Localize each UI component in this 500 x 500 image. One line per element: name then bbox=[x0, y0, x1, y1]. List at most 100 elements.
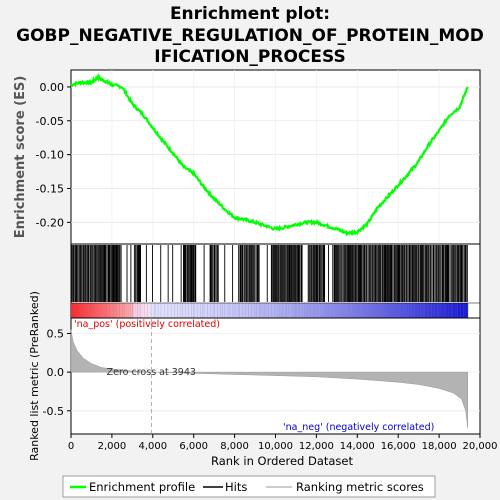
rank-color-segment bbox=[232, 303, 237, 318]
rank-color-segment bbox=[437, 303, 442, 318]
es-y-axis-label: Enrichment score (ES) bbox=[13, 76, 28, 239]
rank-color-bar bbox=[71, 303, 469, 318]
x-tick-label: 10,000 bbox=[258, 441, 293, 452]
rank-color-segment bbox=[193, 303, 198, 318]
rank-color-segment bbox=[404, 303, 409, 318]
x-axis-label: Rank in Ordered Dataset bbox=[211, 454, 354, 468]
rank-color-segment bbox=[117, 303, 121, 318]
rank-color-segment bbox=[345, 303, 350, 318]
rank-color-segment bbox=[104, 303, 108, 318]
es-y-axis: 0.00 -0.05 -0.10 -0.15 -0.20 bbox=[36, 81, 71, 229]
title-line-2: GOBP_NEGATIVE_REGULATION_OF_PROTEIN_MOD bbox=[16, 26, 484, 46]
rank-color-segment bbox=[361, 303, 366, 318]
rank-color-segment bbox=[365, 303, 369, 318]
rank-color-segment bbox=[153, 303, 158, 318]
rank-color-segment bbox=[282, 303, 287, 318]
rank-color-segment bbox=[239, 303, 244, 318]
rank-color-segment bbox=[421, 303, 426, 318]
legend-label-enrichment-profile: Enrichment profile bbox=[89, 480, 195, 494]
rank-color-segment bbox=[428, 303, 432, 318]
rank-color-segment bbox=[71, 303, 75, 318]
rank-color-segment bbox=[378, 303, 383, 318]
rank-color-segment bbox=[242, 303, 247, 318]
rank-color-segment bbox=[130, 303, 135, 318]
rank-color-segment bbox=[236, 303, 241, 318]
rank-color-segment bbox=[203, 303, 207, 318]
rank-color-segment bbox=[90, 303, 95, 318]
rank-color-segment bbox=[318, 303, 323, 318]
rank-color-segment bbox=[209, 303, 214, 318]
rank-color-segment bbox=[87, 303, 92, 318]
rank-color-segment bbox=[441, 303, 445, 318]
rank-color-segment bbox=[375, 303, 379, 318]
ranked-y-axis: 0.5 0.0 -0.5 bbox=[43, 327, 71, 418]
rank-color-segment bbox=[180, 303, 184, 318]
rank-color-segment bbox=[285, 303, 290, 318]
legend: Enrichment profile Hits Ranking metric s… bbox=[62, 475, 436, 498]
legend-label-hits: Hits bbox=[225, 480, 247, 494]
es-y-tick-label: 0.00 bbox=[40, 81, 65, 94]
title-line-3: IFICATION_PROCESS bbox=[154, 47, 346, 67]
rank-color-segment bbox=[113, 303, 118, 318]
x-tick-label: 20,000 bbox=[463, 441, 498, 452]
rank-color-segment bbox=[133, 303, 138, 318]
rank-color-segment bbox=[100, 303, 105, 318]
x-tick-label: 0 bbox=[68, 441, 74, 452]
x-tick-label: 8,000 bbox=[220, 441, 249, 452]
rank-color-segment bbox=[266, 303, 270, 318]
rank-color-segment bbox=[355, 303, 360, 318]
rank-color-segment bbox=[447, 303, 452, 318]
x-tick-label: 14,000 bbox=[340, 441, 375, 452]
rank-color-segment bbox=[454, 303, 459, 318]
rank-color-segment bbox=[150, 303, 155, 318]
rank-color-segment bbox=[451, 303, 455, 318]
rank-color-segment bbox=[127, 303, 131, 318]
es-y-tick-label: -0.20 bbox=[36, 216, 64, 229]
rank-color-segment bbox=[464, 303, 469, 318]
rank-color-segment bbox=[368, 303, 373, 318]
rank-color-segment bbox=[388, 303, 393, 318]
rank-color-segment bbox=[289, 303, 293, 318]
es-y-tick-label: -0.10 bbox=[36, 149, 64, 162]
rank-color-segment bbox=[424, 303, 429, 318]
neg-correlated-label: 'na_neg' (negatively correlated) bbox=[283, 422, 434, 433]
rank-color-segment bbox=[97, 303, 102, 318]
rank-color-segment bbox=[163, 303, 168, 318]
rank-color-segment bbox=[256, 303, 260, 318]
legend-frame bbox=[62, 475, 436, 498]
x-tick-label: 6,000 bbox=[179, 441, 208, 452]
rank-color-segment bbox=[358, 303, 363, 318]
rank-color-segment bbox=[342, 303, 346, 318]
rank-color-segment bbox=[272, 303, 277, 318]
rank-color-segment bbox=[123, 303, 128, 318]
rank-color-segment bbox=[190, 303, 194, 318]
rank-color-segment bbox=[226, 303, 231, 318]
rank-color-segment bbox=[120, 303, 125, 318]
rank-color-segment bbox=[325, 303, 330, 318]
rank-color-segment bbox=[137, 303, 141, 318]
rank-color-segment bbox=[411, 303, 416, 318]
rank-color-segment bbox=[213, 303, 217, 318]
rank-color-segment bbox=[110, 303, 115, 318]
chart-title: Enrichment plot: GOBP_NEGATIVE_REGULATIO… bbox=[16, 4, 484, 67]
x-tick-label: 4,000 bbox=[138, 441, 167, 452]
rank-color-segment bbox=[269, 303, 274, 318]
rank-color-segment bbox=[444, 303, 449, 318]
rank-color-segment bbox=[414, 303, 419, 318]
ranked-y-axis-label: Ranked list metric (PreRanked) bbox=[28, 291, 41, 461]
x-tick-label: 16,000 bbox=[381, 441, 416, 452]
rank-color-segment bbox=[199, 303, 204, 318]
rank-color-segment bbox=[279, 303, 283, 318]
rank-color-segment bbox=[391, 303, 396, 318]
es-y-tick-label: -0.15 bbox=[36, 182, 64, 195]
rank-color-segment bbox=[216, 303, 221, 318]
legend-label-ranking-metric: Ranking metric scores bbox=[296, 480, 424, 494]
rank-color-segment bbox=[246, 303, 250, 318]
rank-color-segment bbox=[418, 303, 422, 318]
rank-color-segment bbox=[335, 303, 340, 318]
rank-color-segment bbox=[77, 303, 82, 318]
rank-color-segment bbox=[252, 303, 257, 318]
rank-color-segment bbox=[461, 303, 465, 318]
es-gridlines bbox=[71, 70, 480, 244]
